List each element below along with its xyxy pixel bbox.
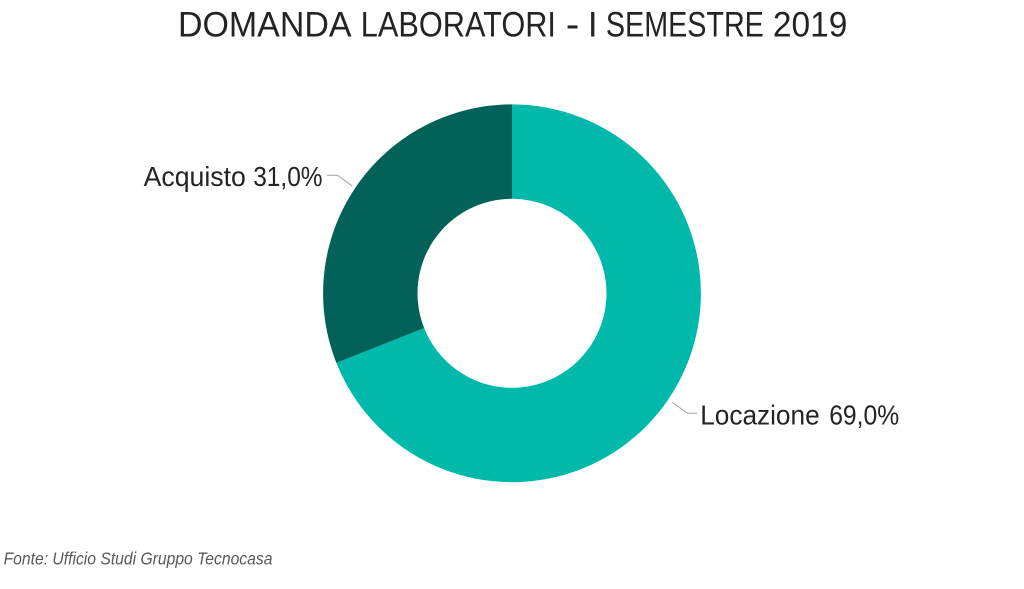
svg-text:SEMESTRE: SEMESTRE bbox=[606, 5, 764, 44]
svg-text:LABORATORI: LABORATORI bbox=[361, 5, 556, 44]
svg-text:2019: 2019 bbox=[773, 6, 848, 45]
svg-text:DOMANDA: DOMANDA bbox=[178, 6, 351, 45]
svg-text:I: I bbox=[588, 6, 598, 45]
svg-text:31,0%: 31,0% bbox=[253, 160, 322, 192]
svg-text:Acquisto: Acquisto bbox=[144, 160, 246, 192]
svg-text:69,0%: 69,0% bbox=[829, 399, 899, 431]
svg-text:Locazione: Locazione bbox=[700, 399, 819, 431]
svg-text:Fonte: Ufficio Studi Gruppo Te: Fonte: Ufficio Studi Gruppo Tecnocasa bbox=[4, 549, 273, 569]
